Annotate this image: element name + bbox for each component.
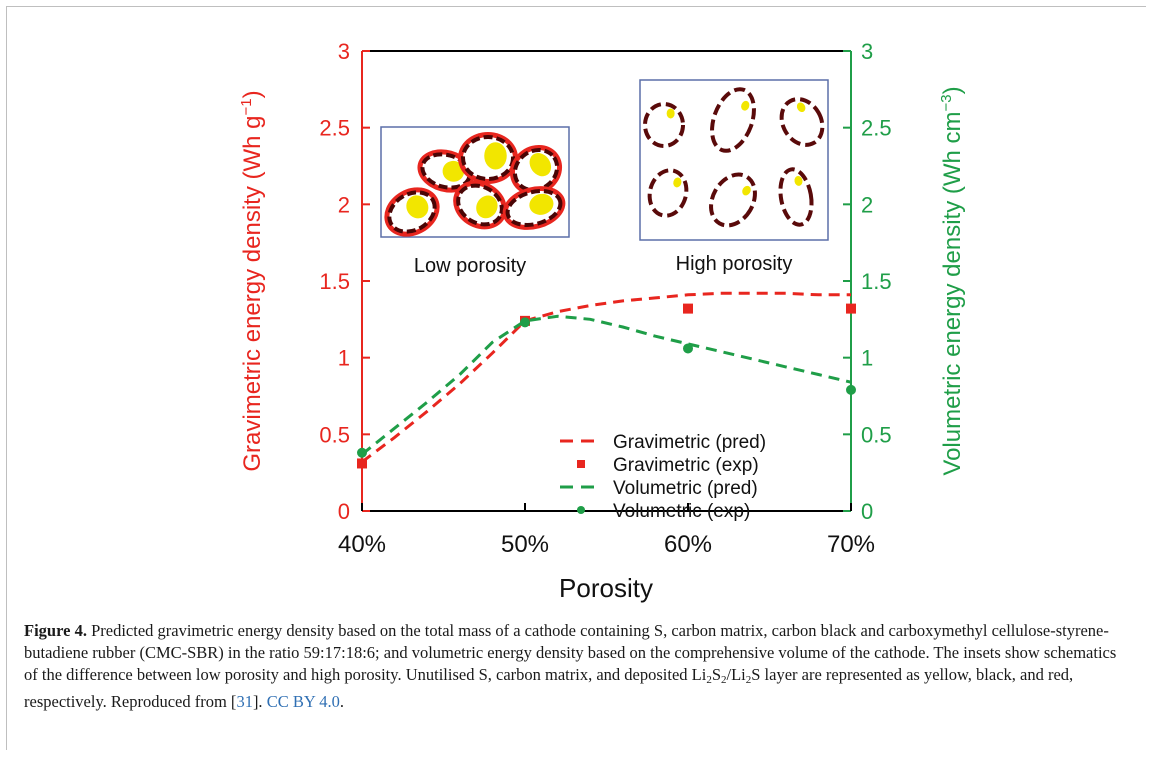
left-axis-title: Gravimetric energy density (Wh g−1) bbox=[238, 90, 266, 471]
sparse-particle bbox=[778, 167, 814, 227]
left-tick-label: 1.5 bbox=[319, 269, 350, 294]
packed-particle bbox=[384, 187, 440, 237]
figure-frame bbox=[6, 6, 1146, 750]
caption-label: Figure 4. bbox=[24, 621, 87, 640]
porosity-energy-chart: 0 0.5 1 1.5 2 2.5 3 0 0.5 1 1.5 2 2.5 3 40% 50% 60% 70%… bbox=[238, 39, 966, 603]
license-link[interactable]: CC BY 4.0 bbox=[266, 692, 340, 711]
caption-text-2: S bbox=[711, 665, 721, 684]
inset-high-porosity-label: High porosity bbox=[676, 253, 793, 275]
inset-low-porosity: Low porosity bbox=[380, 126, 570, 277]
left-tick-label: 2 bbox=[338, 192, 350, 217]
right-tick-label: 1.5 bbox=[861, 269, 892, 294]
gravimetric-exp-point bbox=[683, 303, 693, 314]
gravimetric-exp-point bbox=[357, 458, 367, 469]
packed-particle bbox=[502, 186, 566, 230]
volumetric-exp-point bbox=[846, 384, 856, 395]
series-layer bbox=[357, 291, 856, 469]
caption-subscript: 2 bbox=[745, 674, 752, 686]
inset-high-porosity: High porosity bbox=[639, 79, 829, 275]
x-axis-title: Porosity bbox=[559, 573, 653, 603]
x-tick-label: 50% bbox=[501, 531, 549, 558]
series-line-2 bbox=[361, 314, 852, 456]
caption-subscript: 2 bbox=[706, 674, 712, 686]
x-tick-label: 70% bbox=[827, 531, 875, 558]
series-line-0 bbox=[361, 291, 851, 464]
left-tick-label: 0.5 bbox=[319, 422, 350, 447]
legend-swatch bbox=[577, 460, 585, 468]
left-ticks: 0 0.5 1 1.5 2 2.5 3 bbox=[319, 39, 370, 524]
packed-particle bbox=[458, 132, 518, 184]
volumetric-exp-point bbox=[683, 343, 693, 354]
caption-text-6: . bbox=[339, 692, 345, 711]
right-axis-title: Volumetric energy density (Wh cm−3) bbox=[938, 86, 966, 475]
caption-text-1: Predicted gravimetric energy density bas… bbox=[24, 621, 1117, 684]
x-tick-label: 40% bbox=[338, 531, 386, 558]
right-tick-label: 2.5 bbox=[861, 116, 892, 141]
legend-label: Gravimetric (exp) bbox=[613, 455, 759, 476]
sparse-particle bbox=[647, 168, 689, 218]
right-tick-label: 0.5 bbox=[861, 422, 892, 447]
legend-label: Volumetric (exp) bbox=[613, 501, 750, 522]
left-tick-label: 1 bbox=[338, 346, 350, 371]
low-porosity-particles bbox=[384, 132, 566, 237]
left-tick-label: 3 bbox=[338, 39, 350, 64]
sparse-particle bbox=[779, 97, 825, 147]
legend: Gravimetric (pred)Gravimetric (exp)Volum… bbox=[560, 432, 766, 522]
caption-text-5: ]. bbox=[252, 692, 267, 711]
left-tick-label: 2.5 bbox=[319, 116, 350, 141]
caption-text-3: /Li bbox=[726, 665, 746, 684]
sparse-particle bbox=[643, 102, 685, 148]
right-tick-label: 0 bbox=[861, 499, 873, 524]
x-tick-label: 60% bbox=[664, 531, 712, 558]
high-porosity-particles bbox=[643, 87, 825, 228]
right-ticks: 0 0.5 1 1.5 2 2.5 3 bbox=[843, 39, 892, 524]
sparse-particle bbox=[709, 172, 757, 228]
legend-swatch bbox=[577, 506, 585, 514]
x-ticks: 40% 50% 60% 70% bbox=[338, 503, 875, 558]
packed-particle bbox=[509, 144, 563, 196]
packed-particle bbox=[453, 180, 507, 230]
volumetric-exp-point bbox=[357, 447, 367, 458]
right-tick-label: 3 bbox=[861, 39, 873, 64]
gravimetric-exp-point bbox=[846, 303, 856, 314]
right-tick-label: 1 bbox=[861, 346, 873, 371]
figure-caption: Figure 4. Predicted gravimetric energy d… bbox=[24, 620, 1134, 713]
inset-low-porosity-label: Low porosity bbox=[414, 255, 526, 277]
left-tick-label: 0 bbox=[338, 499, 350, 524]
caption-text-4: S layer are represented as yellow, black… bbox=[24, 665, 1074, 711]
reference-link[interactable]: 31 bbox=[236, 692, 253, 711]
legend-label: Gravimetric (pred) bbox=[613, 432, 766, 453]
volumetric-exp-point bbox=[520, 317, 530, 328]
legend-label: Volumetric (pred) bbox=[613, 478, 758, 499]
right-tick-label: 2 bbox=[861, 192, 873, 217]
caption-subscript: 2 bbox=[721, 674, 727, 686]
sparse-particle bbox=[710, 87, 756, 153]
